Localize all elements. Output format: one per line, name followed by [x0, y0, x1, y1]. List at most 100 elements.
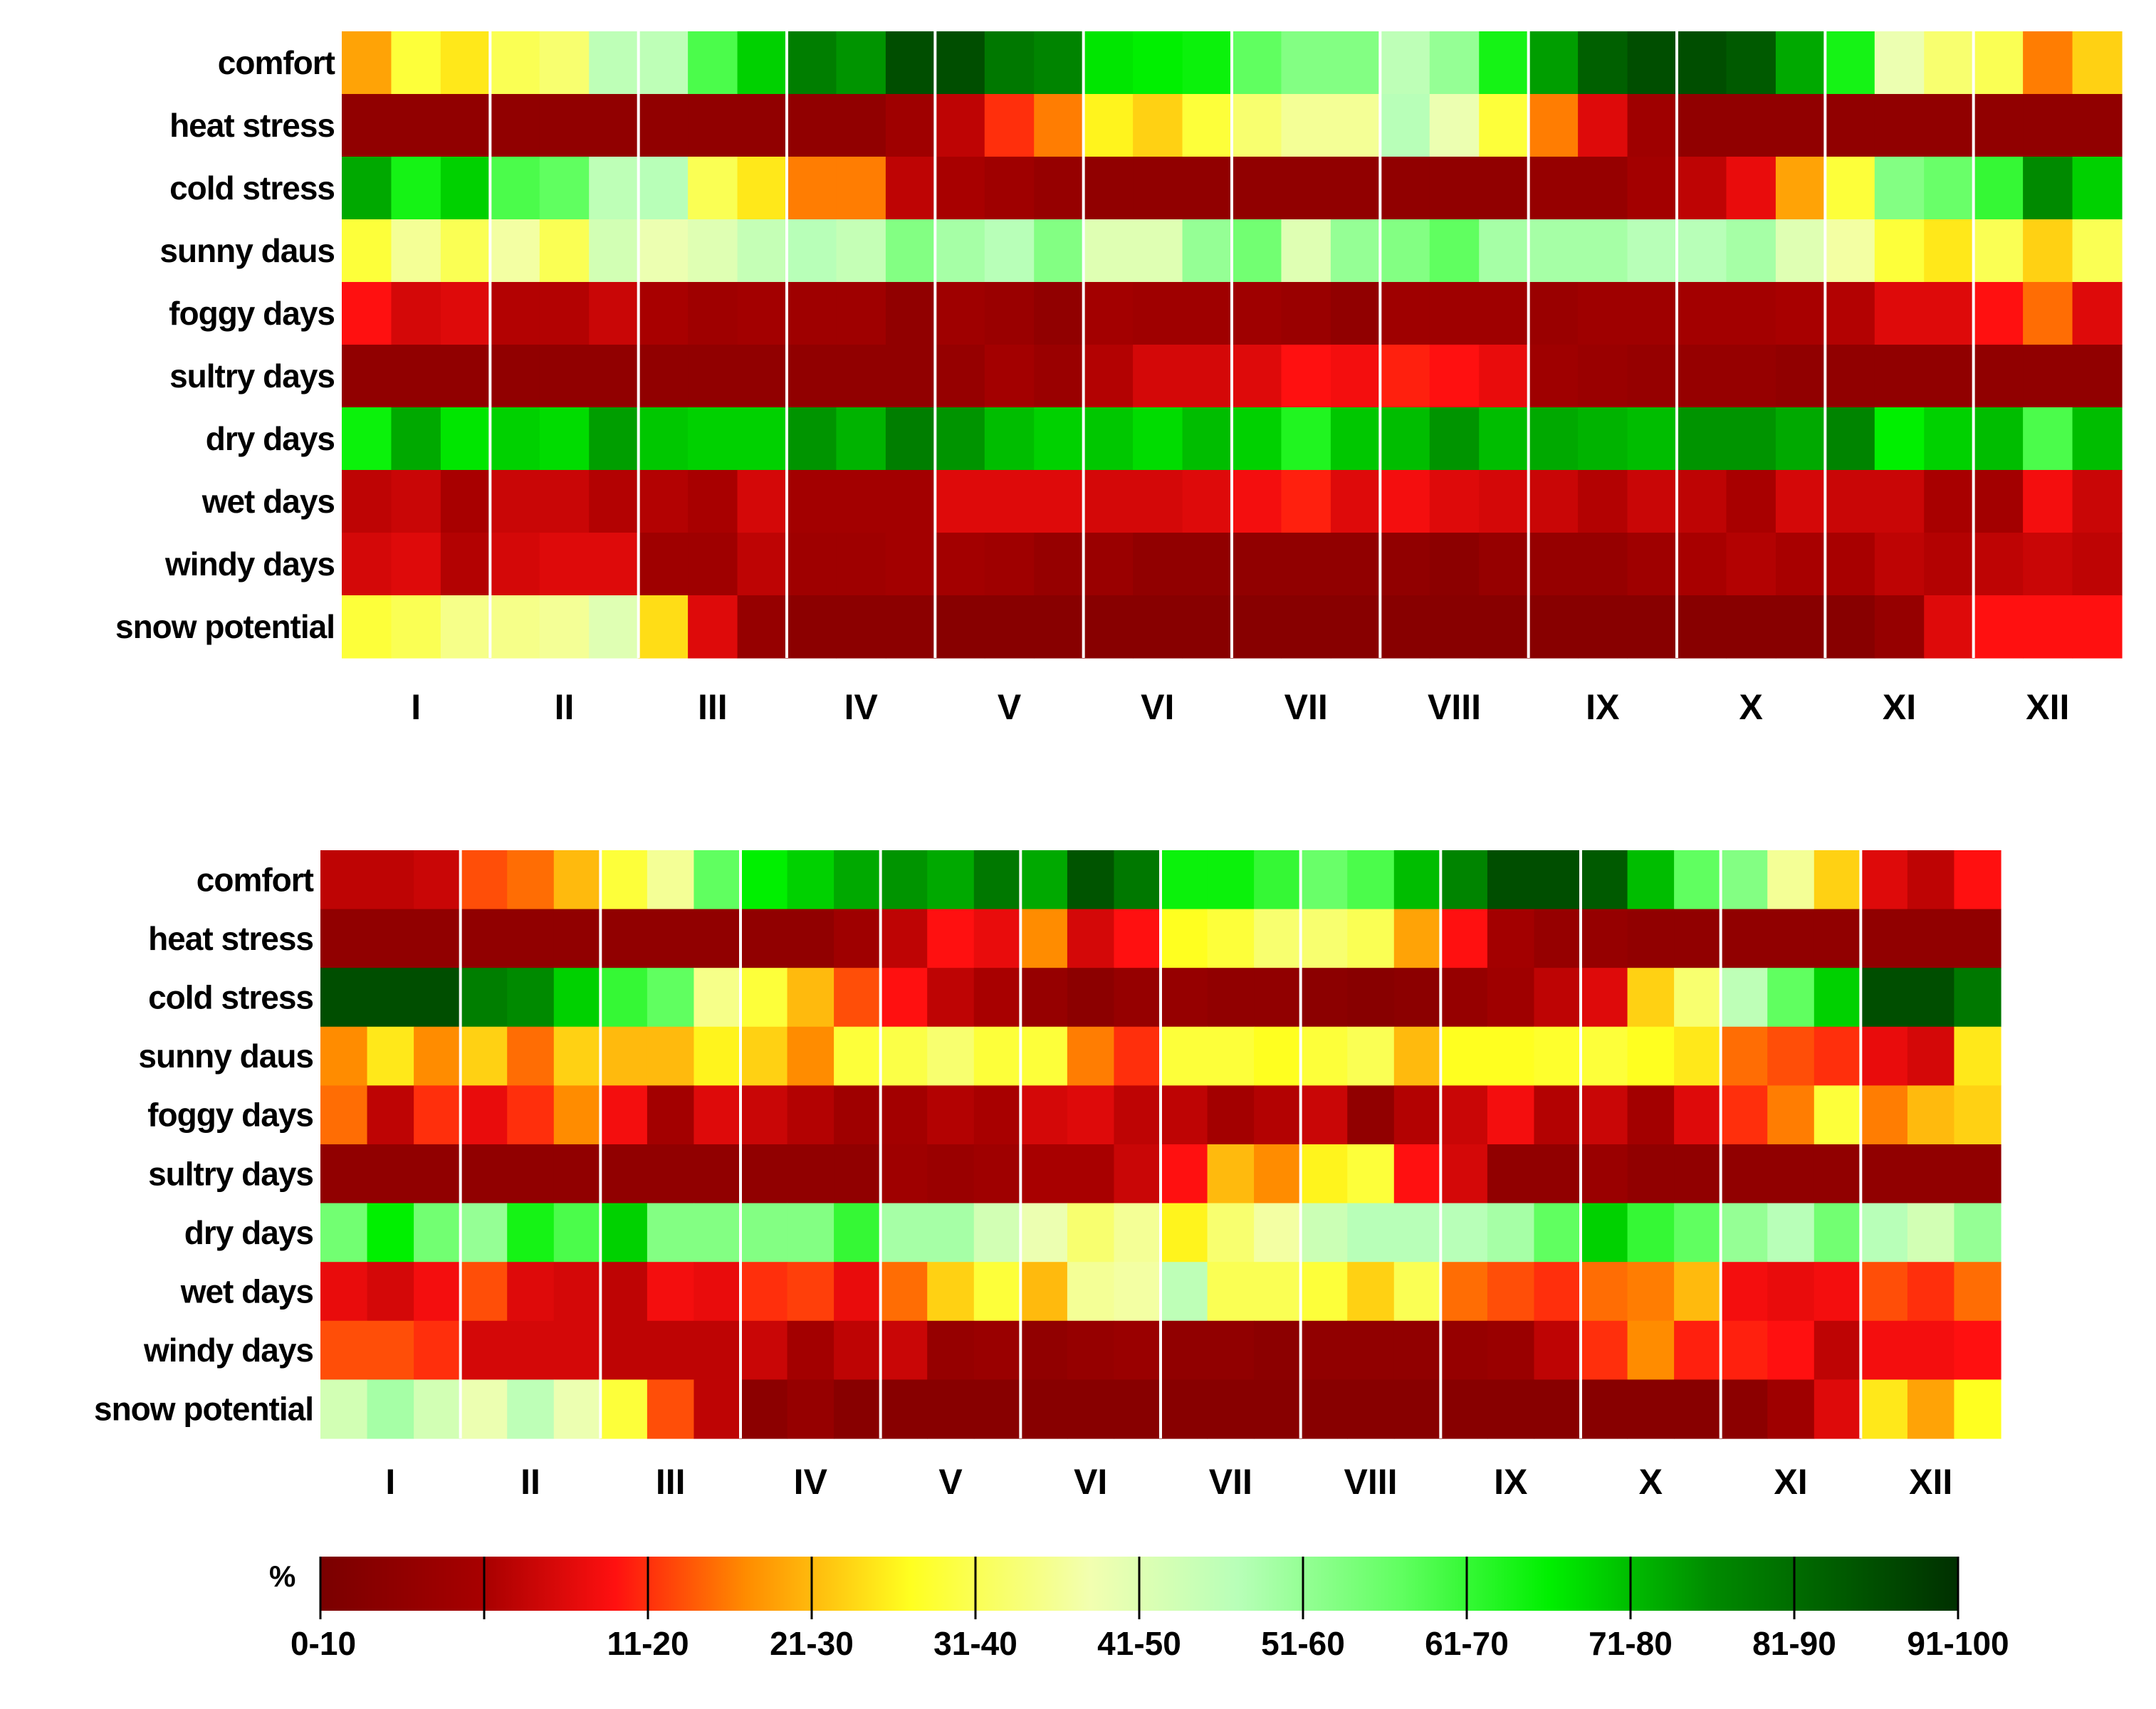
- heatmap-cell: [1429, 345, 1480, 408]
- heatmap-cell: [741, 1320, 788, 1380]
- heatmap-cell: [1627, 968, 1675, 1028]
- heatmap-cell: [647, 1085, 695, 1145]
- heatmap-cell: [1825, 345, 1875, 408]
- heatmap-cell: [1627, 1320, 1675, 1380]
- heatmap-cell: [553, 968, 601, 1028]
- heatmap-cell: [600, 1320, 648, 1380]
- heatmap-cell: [984, 470, 1035, 533]
- heatmap-cell: [1393, 1320, 1441, 1380]
- heatmap-cell: [1874, 533, 1925, 596]
- heatmap-cell: [1083, 157, 1134, 220]
- heatmap-cell: [553, 1085, 601, 1145]
- heatmap-cell: [1627, 1203, 1675, 1263]
- heatmap-cell: [1232, 282, 1282, 345]
- heatmap-cell: [1581, 1203, 1628, 1263]
- heatmap-cell: [1726, 157, 1776, 220]
- heatmap-cell: [1133, 595, 1183, 659]
- heatmap-cell: [539, 157, 590, 220]
- heatmap-cell: [1429, 219, 1480, 283]
- heatmap-cell: [1232, 31, 1282, 95]
- heatmap-cell: [1861, 850, 1908, 910]
- heatmap-cell: [1114, 1262, 1161, 1322]
- heatmap-cell: [834, 1320, 881, 1380]
- heatmap-cell: [1330, 31, 1381, 95]
- heatmap-cell: [836, 31, 886, 95]
- row-label: dry days: [206, 420, 335, 457]
- row-label: sultry days: [148, 1155, 313, 1192]
- heatmap-cell: [1281, 219, 1331, 283]
- heatmap-cell: [1393, 968, 1441, 1028]
- heatmap-cell: [737, 157, 787, 220]
- heatmap-cell: [1161, 850, 1208, 910]
- heatmap-cell: [1440, 909, 1488, 968]
- heatmap-cell: [1034, 345, 1084, 408]
- heatmap-cell: [647, 1144, 695, 1204]
- heatmap-cell: [1281, 407, 1331, 471]
- heatmap-cell: [320, 909, 368, 968]
- heatmap-cell: [880, 1085, 928, 1145]
- heatmap-cell: [1254, 1144, 1302, 1204]
- heatmap-cell: [391, 282, 441, 345]
- heatmap-cell: [1677, 470, 1727, 533]
- heatmap-cell: [1161, 1320, 1208, 1380]
- row-label: heat stress: [169, 107, 335, 144]
- heatmap-cell: [984, 157, 1035, 220]
- heatmap-cell: [1161, 1144, 1208, 1204]
- heatmap-cell: [1182, 157, 1233, 220]
- heatmap-cell: [1581, 850, 1628, 910]
- heatmap-cell: [1954, 1203, 2001, 1263]
- heatmap-cell: [414, 968, 461, 1028]
- heatmap-cell: [600, 1379, 648, 1439]
- heatmap-cell: [984, 533, 1035, 596]
- heatmap-cell: [1627, 470, 1678, 533]
- heatmap-cell: [1114, 909, 1161, 968]
- heatmap-cell: [1677, 345, 1727, 408]
- heatmap-cell: [1825, 533, 1875, 596]
- heatmap-cell: [1677, 157, 1727, 220]
- heatmap-cell: [927, 1262, 975, 1322]
- heatmap-cell: [1814, 909, 1861, 968]
- heatmap-cell: [1674, 968, 1722, 1028]
- heatmap-cell: [1393, 1026, 1441, 1086]
- heatmap-cell: [1330, 595, 1381, 659]
- heatmap-cell: [1440, 1026, 1488, 1086]
- bottom-heatmap: comfort heat stress cold stress sunny daus f…: [94, 850, 2001, 1502]
- heatmap-cell: [880, 1203, 928, 1263]
- heatmap-cell: [1677, 31, 1727, 95]
- heatmap-cell: [737, 533, 787, 596]
- heatmap-cell: [885, 345, 936, 408]
- heatmap-cell: [490, 282, 540, 345]
- heatmap-cell: [1720, 1085, 1768, 1145]
- heatmap-cell: [1578, 470, 1628, 533]
- heatmap-cell: [1440, 968, 1488, 1028]
- heatmap-cell: [737, 94, 787, 157]
- heatmap-cell: [647, 1320, 695, 1380]
- heatmap-cell: [1677, 595, 1727, 659]
- heatmap-cell: [2072, 157, 2123, 220]
- heatmap-cell: [2023, 94, 2073, 157]
- heatmap-cell: [694, 968, 741, 1028]
- heatmap-cell: [1814, 1379, 1861, 1439]
- heatmap-cell: [414, 909, 461, 968]
- heatmap-cell: [880, 1026, 928, 1086]
- heatmap-cell: [1393, 850, 1441, 910]
- heatmap-cell: [553, 1262, 601, 1322]
- heatmap-cell: [1674, 1203, 1722, 1263]
- heatmap-cell: [2023, 345, 2073, 408]
- heatmap-cell: [787, 157, 837, 220]
- heatmap-cell: [600, 1144, 648, 1204]
- heatmap-cell: [342, 94, 392, 157]
- heatmap-cell: [1924, 407, 1974, 471]
- heatmap-cell: [1429, 31, 1480, 95]
- heatmap-cell: [1133, 219, 1183, 283]
- heatmap-cell: [1380, 470, 1430, 533]
- heatmap-cell: [973, 1262, 1021, 1322]
- row-label: cold stress: [169, 169, 335, 207]
- heatmap-cell: [1874, 219, 1925, 283]
- heatmap-cell: [1528, 595, 1579, 659]
- heatmap-cell: [1627, 909, 1675, 968]
- heatmap-cell: [1114, 1085, 1161, 1145]
- heatmap-cell: [834, 1026, 881, 1086]
- heatmap-cell: [1954, 1262, 2001, 1322]
- heatmap-cell: [1347, 909, 1395, 968]
